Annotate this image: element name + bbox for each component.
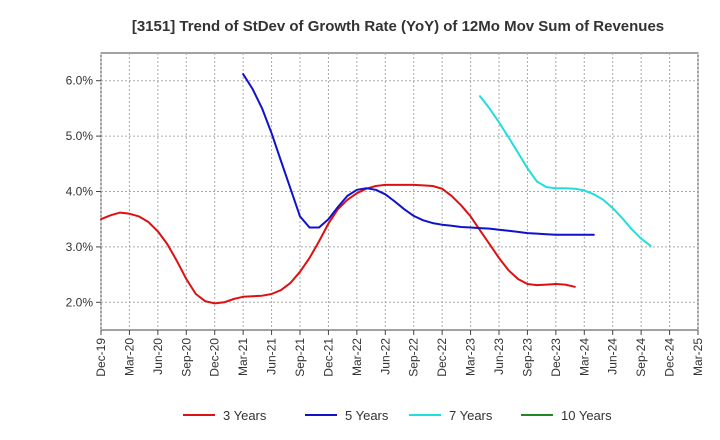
series-line-7-years	[479, 95, 652, 247]
x-tick-label: Sep-23	[520, 338, 534, 377]
x-axis: Dec-19 Mar-20 Jun-20 Sep-20 Dec-20 Mar-21 Jun-…	[94, 330, 705, 377]
series-line-5-years	[242, 73, 595, 236]
x-tick-label: Sep-24	[634, 338, 648, 377]
x-tick-label: Mar-22	[350, 338, 364, 376]
legend-label: 7 Years	[449, 408, 493, 423]
y-tick-label: 5.0%	[66, 129, 94, 143]
x-tick-label: Dec-24	[663, 338, 677, 377]
x-tick-label: Dec-23	[549, 338, 563, 377]
x-tick-label: Mar-23	[464, 338, 478, 376]
series-line-3-years	[100, 183, 576, 305]
x-tick-label: Dec-19	[94, 338, 108, 377]
x-tick-label: Jun-22	[378, 338, 392, 375]
legend-label: 10 Years	[561, 408, 612, 423]
x-tick-label: Sep-22	[407, 338, 421, 377]
x-tick-label: Sep-20	[179, 338, 193, 377]
x-tick-label: Jun-24	[606, 338, 620, 375]
x-tick-label: Mar-25	[691, 338, 705, 376]
x-tick-label: Dec-20	[208, 338, 222, 377]
grid	[100, 53, 699, 330]
legend-label: 5 Years	[345, 408, 389, 423]
chart-title: [3151] Trend of StDev of Growth Rate (Yo…	[132, 18, 664, 35]
y-tick-label: 3.0%	[66, 240, 94, 254]
legend: 3 Years 5 Years 7 Years 10 Years	[183, 408, 612, 423]
x-tick-label: Jun-23	[492, 338, 506, 375]
legend-label: 3 Years	[223, 408, 267, 423]
x-tick-label: Dec-21	[321, 338, 335, 377]
x-tick-label: Mar-21	[236, 338, 250, 376]
x-tick-label: Sep-21	[293, 338, 307, 377]
x-tick-label: Mar-20	[122, 338, 136, 376]
y-axis: 2.0% 3.0% 4.0% 5.0% 6.0%	[66, 74, 101, 309]
x-tick-label: Jun-21	[265, 338, 279, 375]
series-lines	[100, 73, 652, 305]
x-tick-label: Mar-24	[577, 338, 591, 376]
y-tick-label: 2.0%	[66, 295, 94, 309]
x-tick-label: Jun-20	[151, 338, 165, 375]
y-tick-label: 6.0%	[66, 74, 94, 88]
x-tick-label: Dec-22	[435, 338, 449, 377]
y-tick-label: 4.0%	[66, 185, 94, 199]
